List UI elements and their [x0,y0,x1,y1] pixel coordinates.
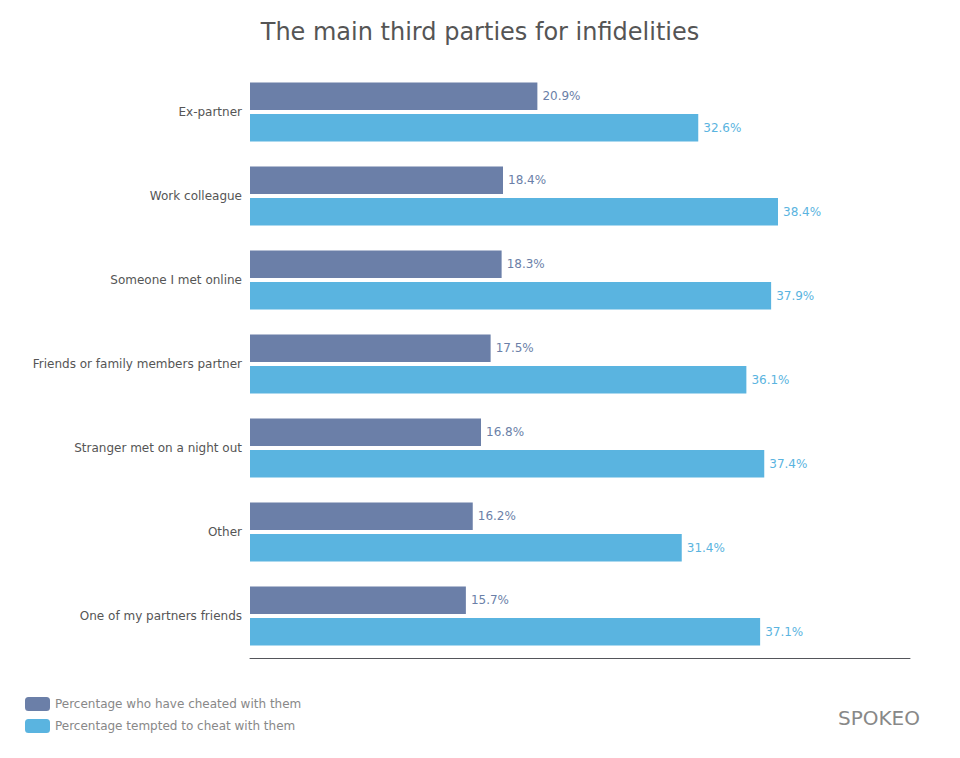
svg-text:Stranger met on a night out: Stranger met on a night out [74,441,242,455]
svg-text:31.4%: 31.4% [687,541,725,555]
svg-text:SPOKEO: SPOKEO [838,706,920,730]
svg-text:Other: Other [208,525,242,539]
svg-text:Work colleague: Work colleague [150,189,242,203]
svg-text:37.9%: 37.9% [776,289,814,303]
svg-text:18.4%: 18.4% [508,173,546,187]
svg-text:The main third parties for inf: The main third parties for infidelities [260,18,700,46]
svg-text:Percentage who have cheated wi: Percentage who have cheated with them [55,697,301,711]
svg-text:37.1%: 37.1% [765,625,803,639]
svg-text:Percentage tempted to cheat wi: Percentage tempted to cheat with them [55,719,295,733]
svg-text:Friends or family members part: Friends or family members partner [33,357,242,371]
svg-text:37.4%: 37.4% [769,457,807,471]
svg-text:36.1%: 36.1% [751,373,789,387]
svg-text:18.3%: 18.3% [507,257,545,271]
svg-text:17.5%: 17.5% [496,341,534,355]
svg-text:16.2%: 16.2% [478,509,516,523]
svg-text:32.6%: 32.6% [703,121,741,135]
svg-text:38.4%: 38.4% [783,205,821,219]
svg-text:Ex-partner: Ex-partner [178,105,242,119]
svg-text:20.9%: 20.9% [542,89,580,103]
svg-text:Someone I met online: Someone I met online [110,273,242,287]
svg-text:15.7%: 15.7% [471,593,509,607]
svg-text:One of my partners friends: One of my partners friends [80,609,242,623]
svg-text:16.8%: 16.8% [486,425,524,439]
